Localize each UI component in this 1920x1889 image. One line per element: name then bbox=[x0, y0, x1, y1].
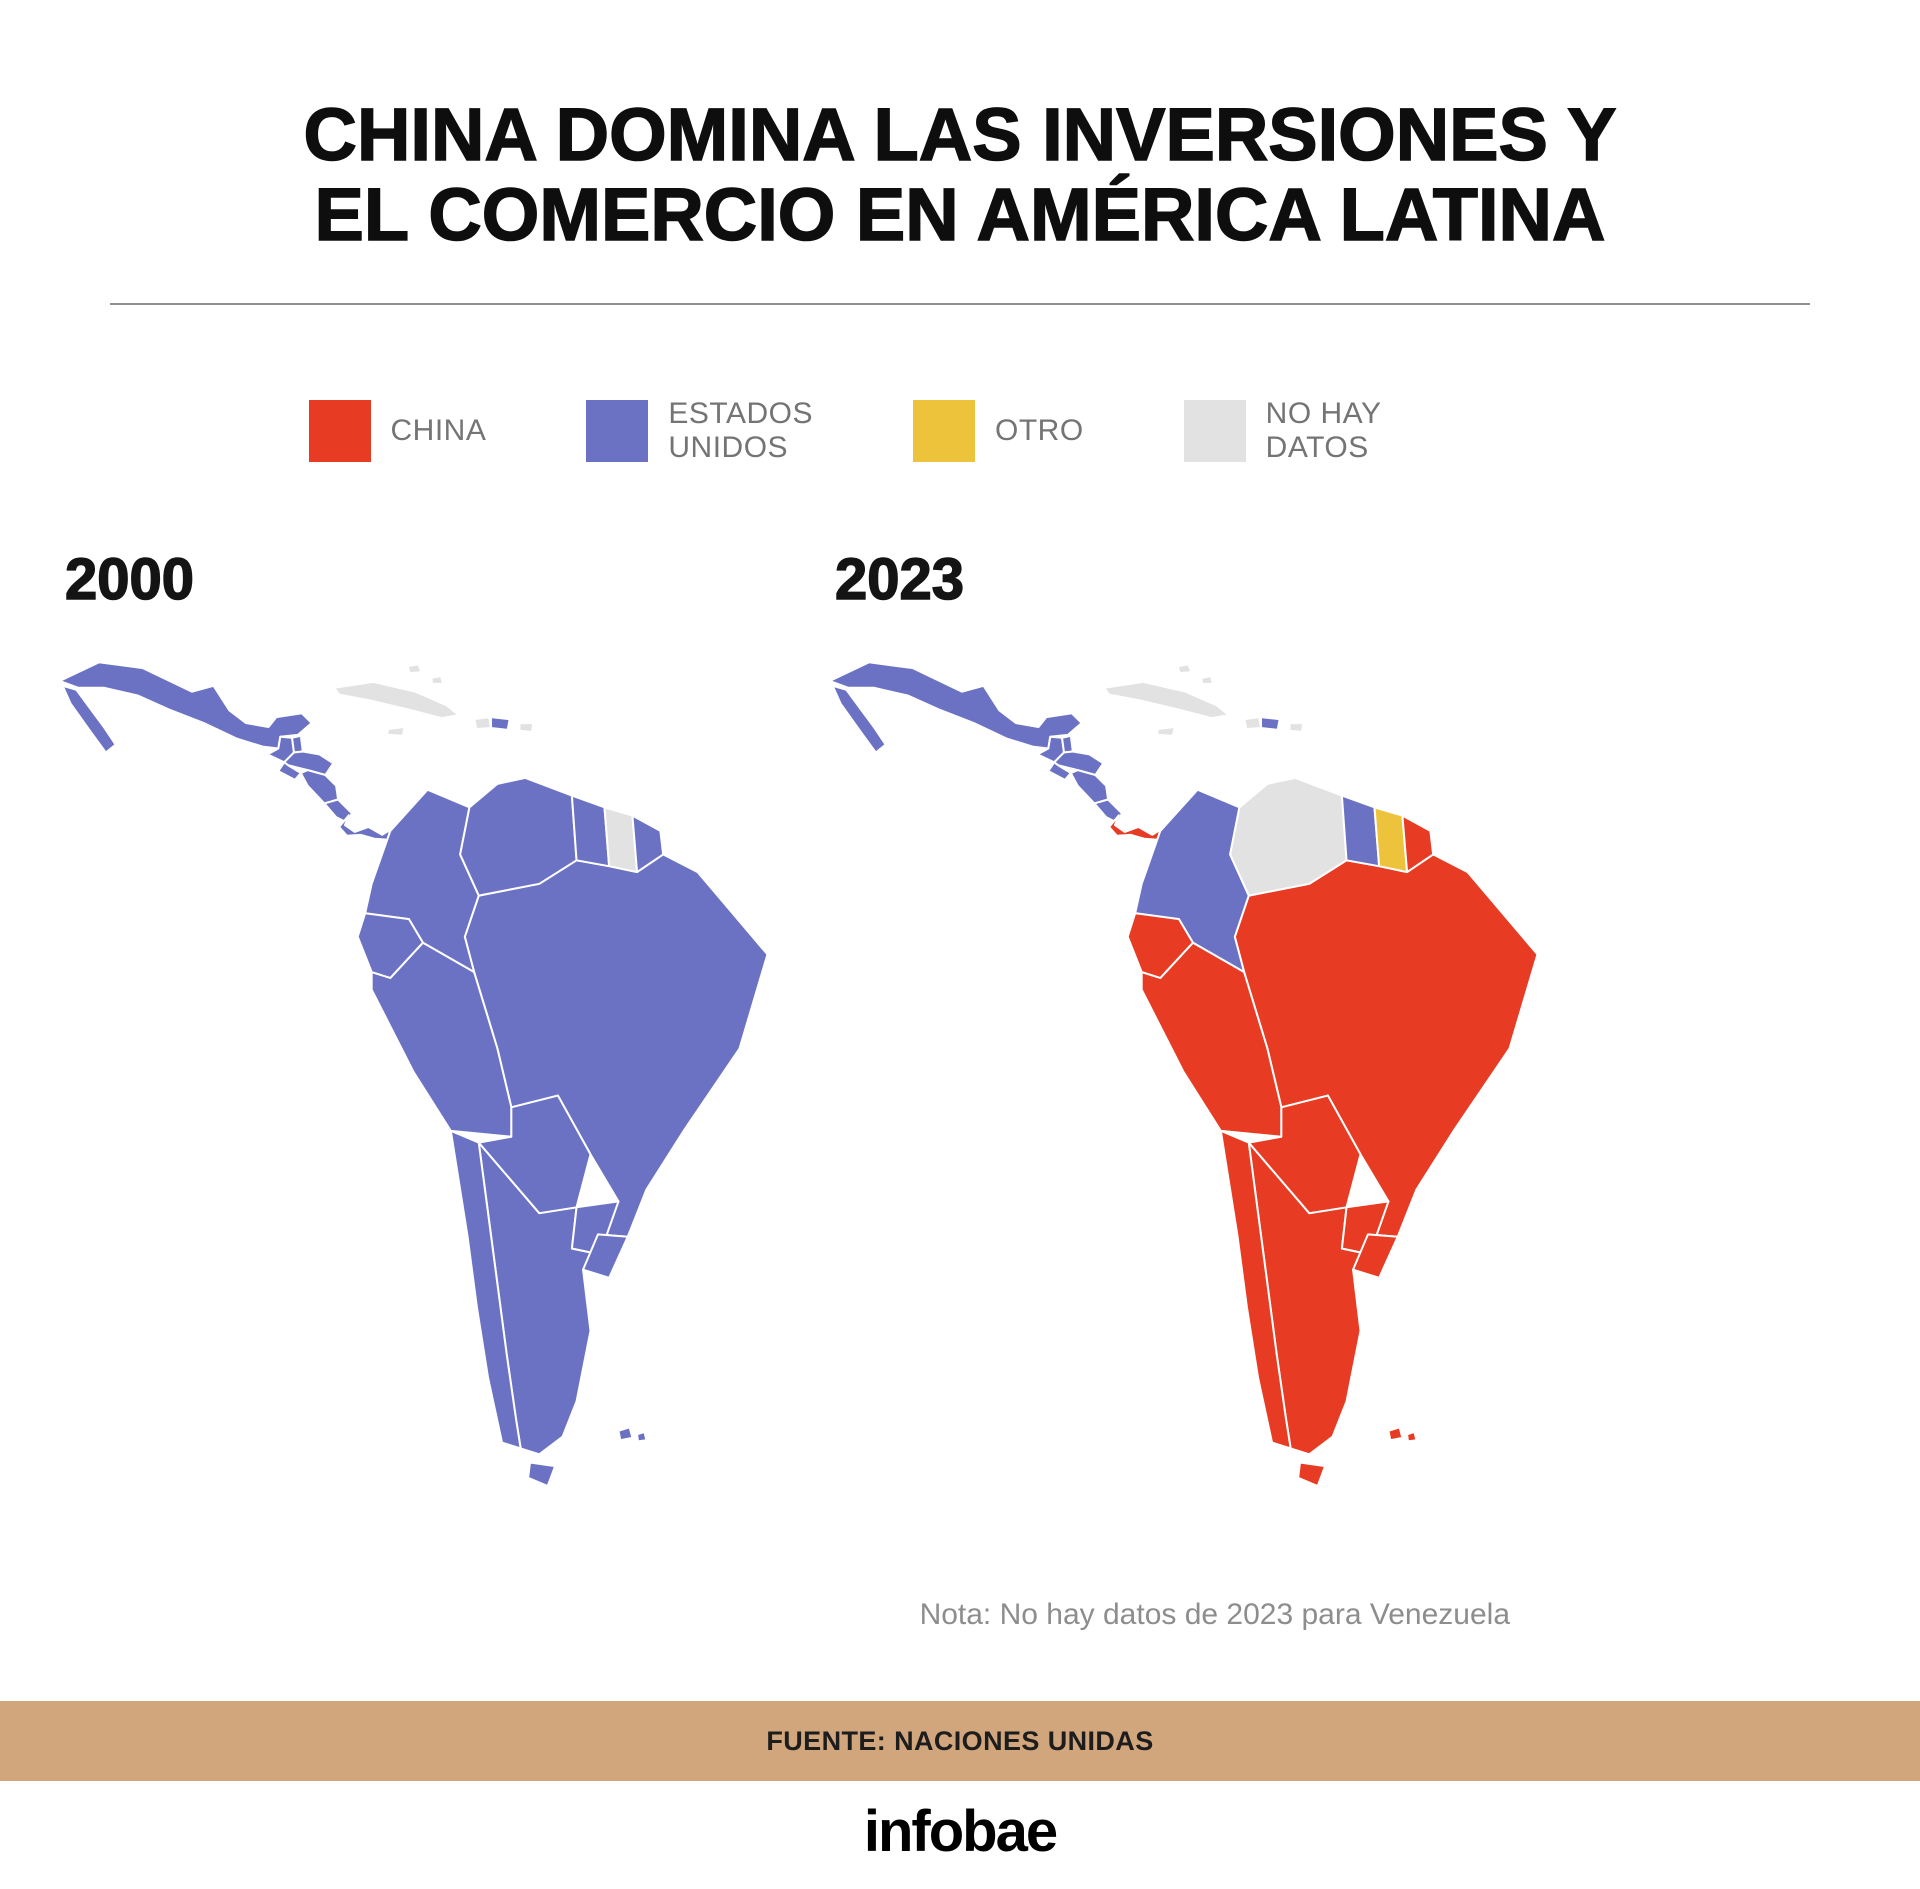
legend-item-no-hay-datos: NO HAY DATOS bbox=[1183, 396, 1382, 466]
country-jamaica bbox=[1157, 727, 1175, 736]
country-puerto_rico bbox=[519, 723, 533, 732]
country-bolivia bbox=[1249, 1095, 1361, 1213]
year-label-2023: 2023 bbox=[834, 546, 965, 613]
legend-label-estados-unidos: ESTADOS UNIDOS bbox=[668, 396, 813, 465]
country-ecuador bbox=[1128, 913, 1193, 978]
title-divider bbox=[110, 302, 1810, 305]
country-mexico bbox=[830, 662, 1082, 752]
country-haiti bbox=[1244, 717, 1261, 729]
country-chile bbox=[1221, 1131, 1291, 1449]
country-ecuador bbox=[358, 913, 423, 978]
country-el_salvador bbox=[278, 762, 301, 780]
map-2000-svg bbox=[45, 627, 790, 1499]
legend-label-china: CHINA bbox=[390, 414, 487, 448]
map-2023-svg bbox=[815, 627, 1560, 1499]
legend-swatch-otro bbox=[913, 400, 975, 463]
legend-swatch-estados-unidos bbox=[586, 400, 649, 463]
map-2023 bbox=[815, 627, 1560, 1499]
country-chile bbox=[451, 1131, 521, 1449]
country-tierra_del_fuego bbox=[1298, 1462, 1325, 1486]
legend-swatch-china bbox=[308, 400, 371, 463]
country-french_guiana bbox=[632, 815, 663, 871]
map-column-2023: 2023 bbox=[815, 546, 1560, 1499]
country-panama bbox=[339, 815, 390, 840]
page-title-line2: EL COMERCIO EN AMÉRICA LATINA bbox=[314, 172, 1606, 256]
country-belize bbox=[1062, 736, 1073, 753]
country-colombia bbox=[1135, 790, 1249, 972]
country-uruguay bbox=[583, 1234, 628, 1278]
country-bahamas bbox=[408, 664, 443, 684]
legend-item-otro: OTRO bbox=[913, 400, 1084, 463]
country-tierra_del_fuego bbox=[528, 1462, 555, 1486]
year-label-2000: 2000 bbox=[64, 546, 195, 613]
legend-item-china: CHINA bbox=[308, 400, 487, 463]
country-nicaragua bbox=[1071, 770, 1108, 803]
footnote: Nota: No hay datos de 2023 para Venezuel… bbox=[919, 1598, 1510, 1631]
country-falklands bbox=[618, 1427, 646, 1441]
source-text: FUENTE: NACIONES UNIDAS bbox=[766, 1725, 1154, 1756]
maps-row: 2000 2023 bbox=[0, 546, 1920, 1499]
country-bahamas bbox=[1178, 664, 1213, 684]
legend-label-no-hay-datos: NO HAY DATOS bbox=[1265, 396, 1382, 465]
legend: CHINA ESTADOS UNIDOS OTRO NO HAY DATOS bbox=[0, 397, 1920, 466]
country-cuba bbox=[334, 682, 458, 718]
source-bar: FUENTE: NACIONES UNIDAS bbox=[0, 1701, 1920, 1781]
page-title-line1: CHINA DOMINA LAS INVERSIONES Y bbox=[303, 93, 1617, 176]
page-title: CHINA DOMINA LAS INVERSIONES Y EL COMERC… bbox=[40, 93, 1880, 256]
map-2000 bbox=[45, 627, 790, 1499]
country-falklands bbox=[1388, 1427, 1416, 1441]
country-colombia bbox=[365, 790, 479, 972]
country-dominican_republic bbox=[491, 717, 510, 730]
country-uruguay bbox=[1353, 1234, 1398, 1278]
legend-swatch-no-hay-datos bbox=[1183, 400, 1246, 463]
country-belize bbox=[292, 736, 303, 753]
legend-label-otro: OTRO bbox=[995, 414, 1084, 448]
country-french_guiana bbox=[1402, 815, 1433, 871]
legend-item-estados-unidos: ESTADOS UNIDOS bbox=[586, 397, 813, 466]
country-costa_rica bbox=[324, 799, 351, 823]
country-jamaica bbox=[387, 727, 405, 736]
country-panama bbox=[1109, 815, 1160, 840]
country-cuba bbox=[1104, 682, 1228, 718]
country-mexico bbox=[60, 662, 312, 752]
country-haiti bbox=[474, 717, 491, 729]
country-dominican_republic bbox=[1261, 717, 1280, 730]
map-column-2000: 2000 bbox=[45, 546, 790, 1499]
infobae-logo: infobae bbox=[863, 1799, 1058, 1864]
country-el_salvador bbox=[1048, 762, 1071, 780]
country-costa_rica bbox=[1094, 799, 1121, 823]
country-puerto_rico bbox=[1289, 723, 1303, 732]
country-bolivia bbox=[479, 1095, 591, 1213]
country-guyana bbox=[572, 795, 609, 866]
country-guyana bbox=[1342, 795, 1379, 866]
country-nicaragua bbox=[301, 770, 338, 803]
